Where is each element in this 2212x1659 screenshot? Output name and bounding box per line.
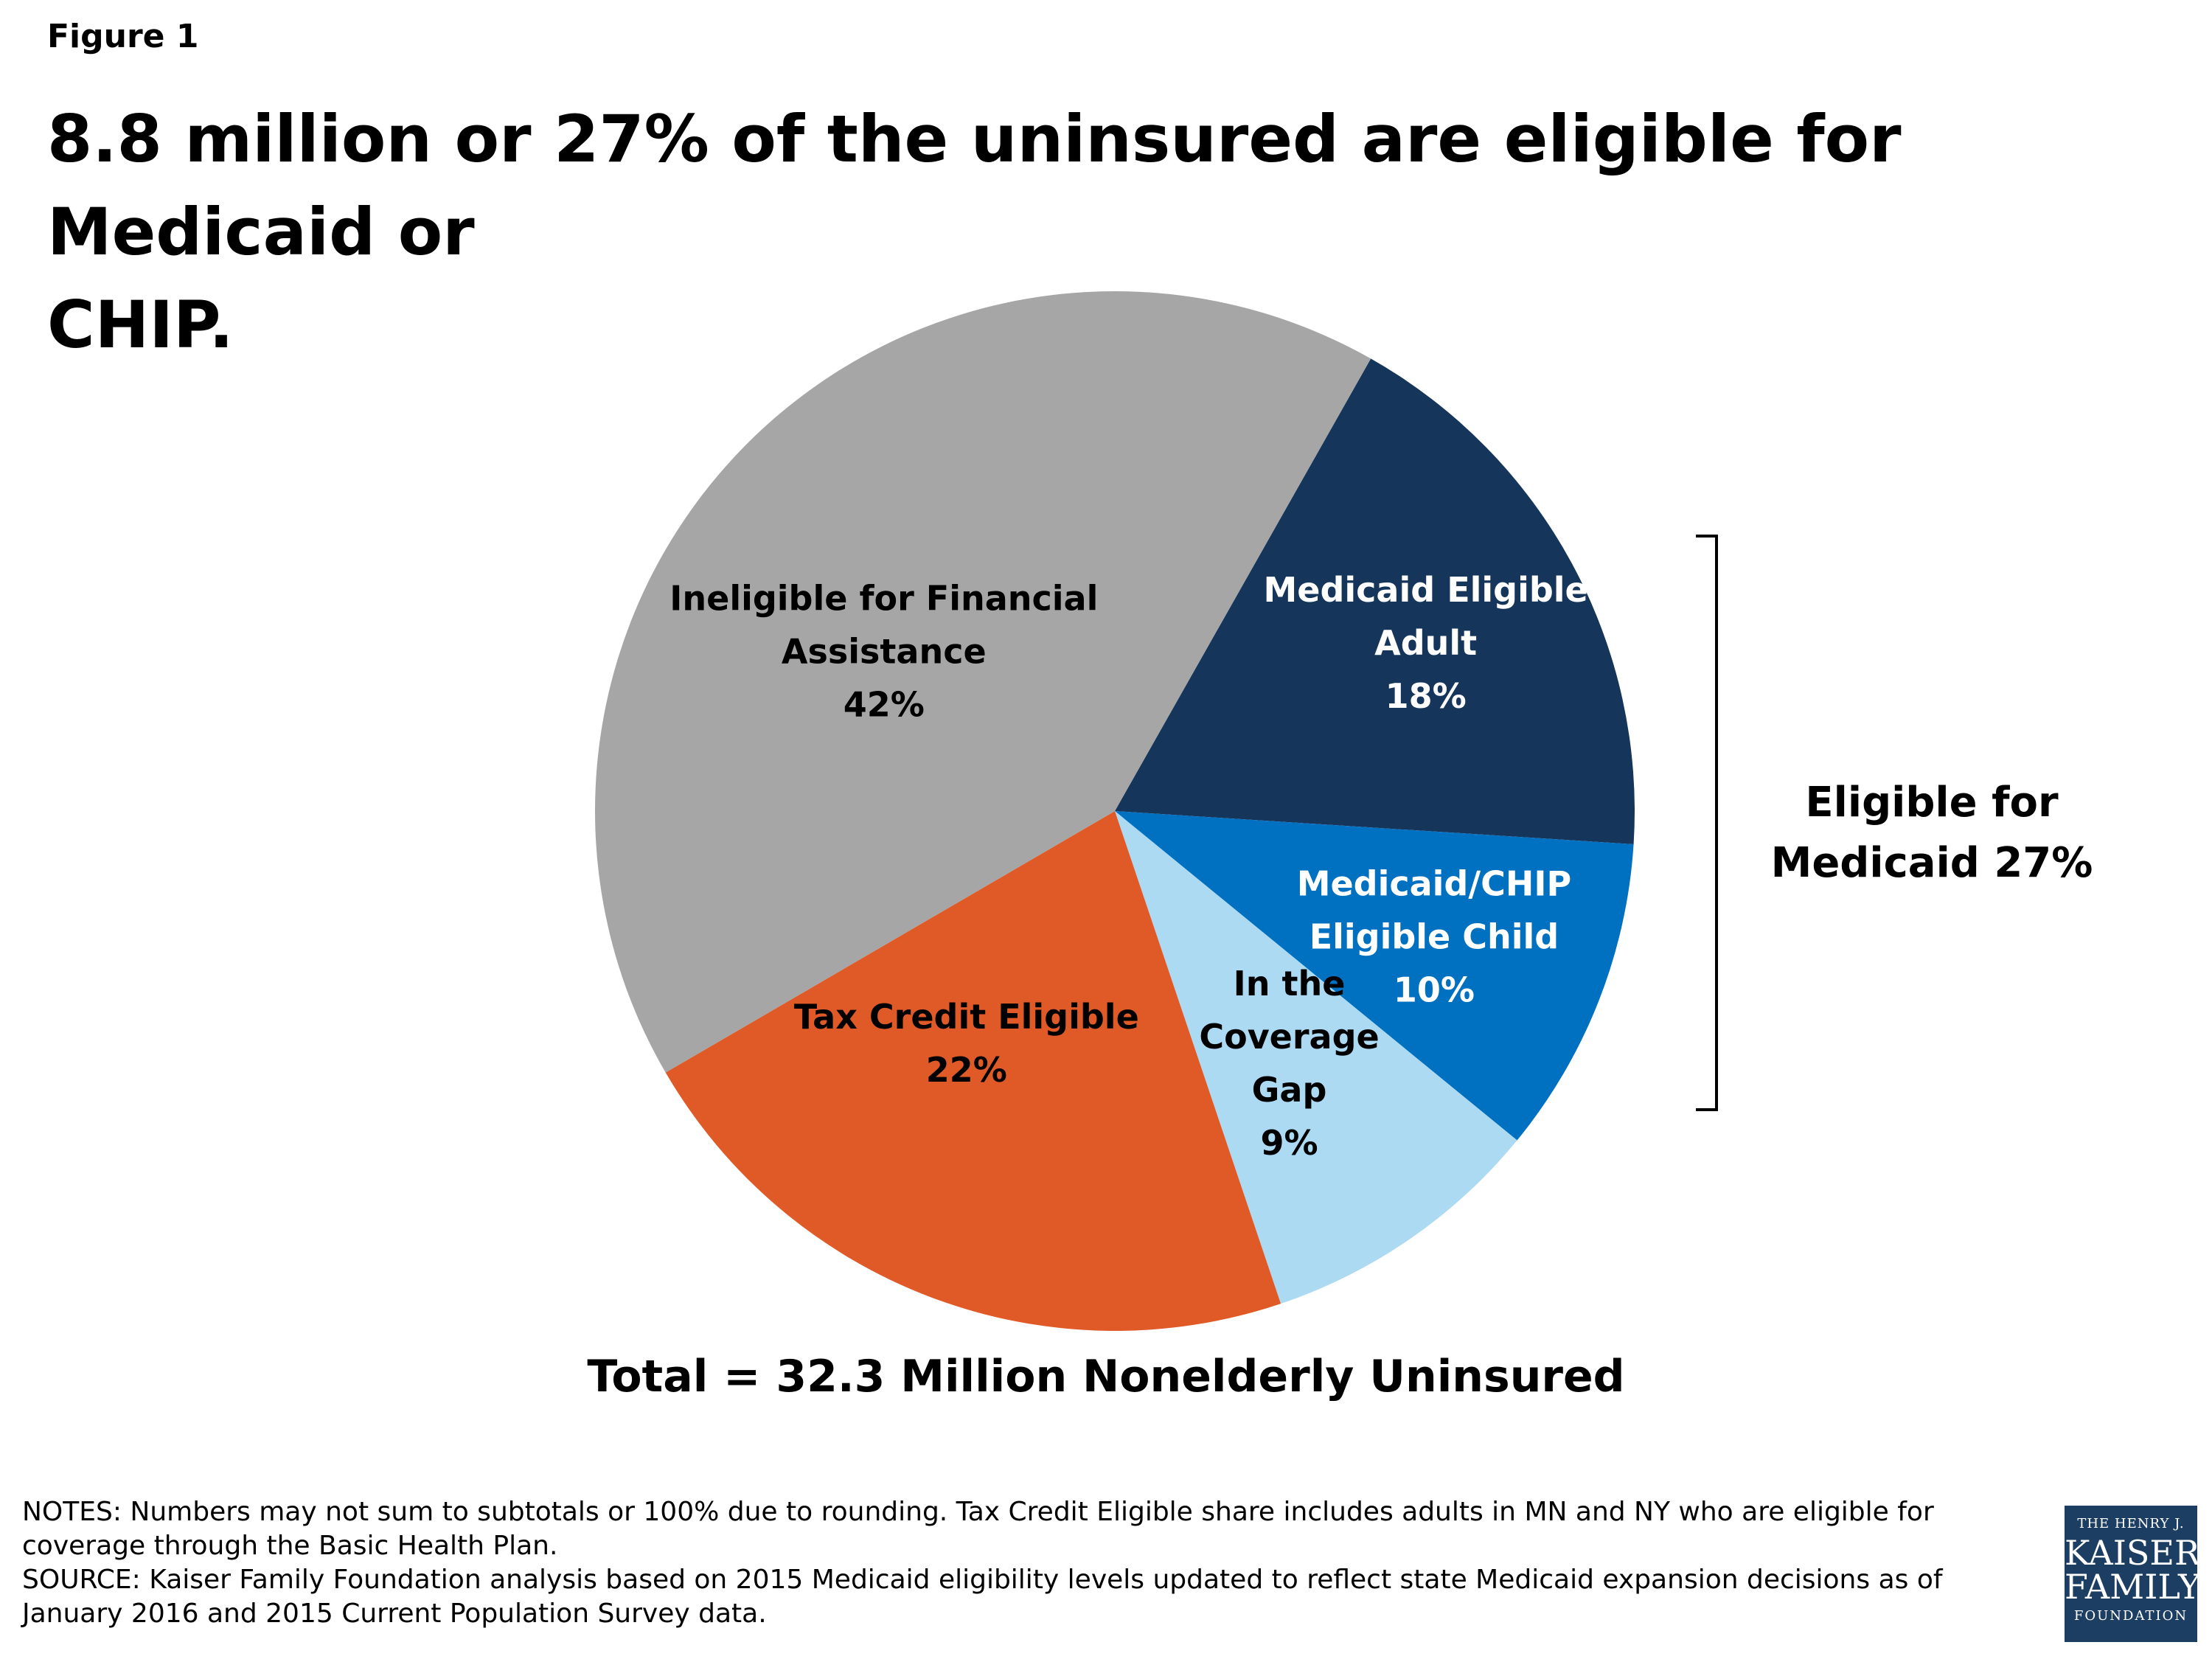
pie-slice-medicaid-eligible-adult (1115, 358, 1635, 844)
slice-label-in-the-coverage-gap: In the Coverage Gap 9% (1199, 964, 1379, 1163)
slice-label-line: Eligible Child (1310, 917, 1559, 956)
bracket-label-line-1: Eligible for (1805, 779, 2059, 827)
eligible-for-medicaid-label: Eligible for Medicaid 27% (1762, 773, 2101, 894)
slice-label-line: 10% (1394, 970, 1475, 1009)
slice-label-line: 42% (844, 685, 925, 725)
slice-label-line: 18% (1385, 676, 1467, 716)
slice-label-line: In the (1234, 964, 1346, 1004)
total-label: Total = 32.3 Million Nonelderly Uninsure… (587, 1351, 1625, 1402)
slice-label-line: Adult (1374, 623, 1477, 663)
logo-line-1: THE HENRY J. (2077, 1516, 2185, 1531)
slice-label-tax-credit-eligible: Tax Credit Eligible 22% (794, 997, 1139, 1090)
slice-label-line: 9% (1260, 1123, 1318, 1163)
logo-line-2: KAISER (2065, 1533, 2200, 1573)
bracket-label-line-2: Medicaid 27% (1770, 839, 2093, 887)
eligible-bracket (1696, 535, 1718, 1111)
title-line-1: 8.8 million or 27% of the uninsured are … (47, 101, 1902, 270)
slice-label-line: Tax Credit Eligible (794, 997, 1139, 1037)
pie-slice-medicaid-chip-eligible-child (1115, 811, 1634, 1141)
slice-label-ineligible-for-financial-assistance: Ineligible for Financial Assistance 42% (669, 579, 1098, 725)
notes-text: NOTES: Numbers may not sum to subtotals … (22, 1497, 1934, 1561)
pie-slice-tax-credit-eligible (665, 811, 1281, 1331)
slice-label-line: Assistance (782, 632, 987, 672)
slice-label-line: Medicaid/CHIP (1297, 863, 1572, 903)
slice-label-line: Medicaid Eligible (1264, 570, 1588, 610)
slice-label-line: Ineligible for Financial (669, 579, 1098, 619)
kff-logo: THE HENRY J. KAISER FAMILY FOUNDATION (2065, 1506, 2201, 1642)
logo-line-3: FAMILY (2065, 1567, 2201, 1607)
pie-slice-ineligible-for-financial-assistance (595, 291, 1371, 1073)
slice-label-line: 22% (926, 1050, 1007, 1090)
chart-title: 8.8 million or 27% of the uninsured are … (47, 93, 2149, 372)
title-line-2: CHIP. (47, 287, 234, 363)
source-text: SOURCE: Kaiser Family Foundation analysi… (22, 1565, 1943, 1629)
slice-label-line: Gap (1252, 1070, 1327, 1110)
pie-slice-in-the-coverage-gap (1115, 811, 1517, 1304)
figure-label: Figure 1 (47, 18, 199, 55)
logo-line-4: FOUNDATION (2073, 1608, 2188, 1624)
slice-label-medicaid-eligible-adult: Medicaid Eligible Adult 18% (1264, 570, 1588, 716)
slice-label-line: Coverage (1199, 1017, 1379, 1057)
slice-label-medicaid-chip-eligible-child: Medicaid/CHIP Eligible Child 10% (1297, 863, 1572, 1009)
